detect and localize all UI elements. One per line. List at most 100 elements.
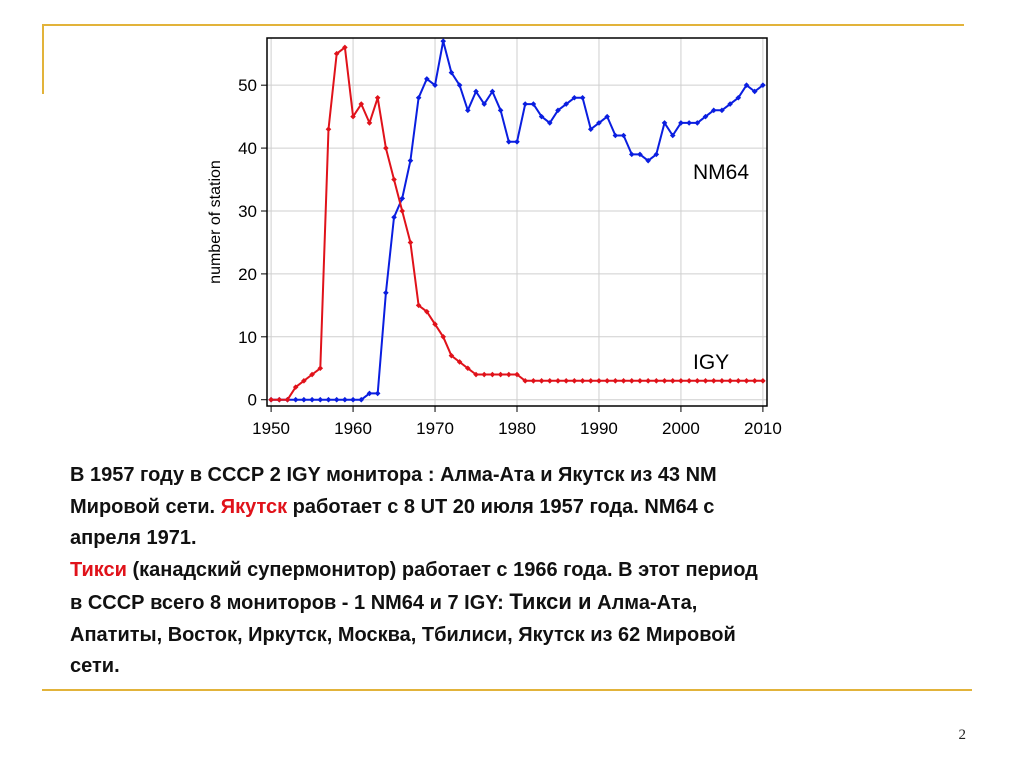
igy-point-1955 [309, 371, 315, 378]
igy-point-1958 [333, 50, 340, 57]
caption-line-4-end: (канадский супермонитор) работает с 1966… [126, 558, 758, 581]
nm64-point-1979 [506, 138, 512, 145]
igy-point-1977 [489, 371, 496, 378]
igy-point-1956 [317, 365, 324, 372]
nm64-point-1970 [432, 82, 438, 88]
x-tick-label-1980: 1980 [498, 419, 536, 438]
nm64-point-1968 [415, 94, 422, 101]
nm64-point-1992 [612, 132, 619, 139]
igy-point-1966 [399, 208, 406, 214]
igy-point-1957 [325, 126, 332, 133]
nm64-point-1984 [546, 120, 553, 126]
nm64-point-2004 [710, 107, 717, 114]
nm64-point-1956 [317, 396, 324, 403]
igy-point-1992 [612, 378, 619, 384]
nm64-point-1963 [374, 390, 381, 397]
igy-point-1981 [522, 378, 528, 384]
nm64-series [268, 38, 766, 403]
nm64-point-1986 [563, 101, 569, 107]
caption-line-4: Тикси (канадский супермонитор) работает … [70, 555, 970, 587]
nm64-point-1982 [530, 101, 537, 107]
nm64-point-1991 [604, 113, 610, 120]
igy-point-1978 [497, 371, 504, 378]
nm64-point-1994 [628, 151, 635, 158]
igy-point-1974 [465, 365, 471, 372]
nm64-point-1978 [497, 107, 504, 114]
left-accent-line [42, 24, 44, 94]
nm64-point-1953 [292, 396, 299, 403]
igy-point-2007 [735, 378, 742, 384]
nm64-point-1980 [514, 138, 520, 145]
nm64-point-1985 [555, 107, 561, 114]
igy-point-1986 [563, 378, 569, 384]
igy-point-2002 [694, 378, 701, 384]
nm64-point-1966 [399, 195, 406, 202]
nm64-point-2010 [760, 82, 766, 88]
nm64-point-1988 [579, 94, 586, 101]
igy-point-1985 [555, 378, 561, 384]
igy-point-2006 [727, 378, 733, 384]
nm64-point-1962 [366, 390, 373, 397]
nm64-point-2008 [743, 82, 750, 88]
igy-point-1993 [620, 378, 627, 384]
igy-point-1951 [276, 396, 283, 403]
nm64-point-1997 [653, 151, 660, 158]
station-count-chart: number of station 1950 1960 1970 1980 1990 20… [207, 37, 782, 438]
nm64-point-1976 [481, 101, 488, 107]
top-accent-line [42, 24, 964, 26]
tiksi-highlight: Тикси [70, 558, 127, 581]
caption-line-7: сети. [70, 655, 120, 677]
nm64-point-1995 [637, 151, 643, 158]
tiksi-and-text: Тикси и [509, 589, 592, 614]
igy-point-1989 [587, 378, 594, 384]
nm64-label: NM64 [693, 161, 749, 184]
igy-label: IGY [693, 351, 729, 374]
igy-point-1972 [448, 352, 455, 359]
y-tick-label-0: 0 [248, 391, 257, 410]
nm64-point-1955 [309, 396, 315, 403]
slide-caption: В 1957 году в СССР 2 IGY монитора : Алма… [70, 460, 970, 683]
nm64-point-2005 [719, 107, 725, 114]
igy-point-1970 [432, 321, 438, 328]
nm64-point-1990 [596, 120, 602, 126]
nm64-point-2000 [678, 120, 684, 126]
axis-ticks: 1950 1960 1970 1980 1990 2000 2010 0 10 20 30 40 50 [238, 76, 782, 438]
igy-point-1991 [604, 378, 610, 384]
nm64-point-1971 [440, 38, 447, 44]
y-tick-label-30: 30 [238, 202, 257, 221]
nm64-point-1954 [301, 396, 307, 403]
nm64-point-1975 [473, 88, 479, 95]
igy-point-2004 [710, 378, 717, 384]
igy-point-1987 [571, 378, 578, 384]
nm64-point-1983 [538, 113, 545, 120]
nm64-point-1961 [358, 396, 365, 403]
x-tick-label-1970: 1970 [416, 419, 454, 438]
nm64-point-1969 [424, 76, 430, 82]
igy-point-1999 [669, 378, 676, 384]
nm64-point-1998 [661, 120, 668, 126]
nm64-point-2006 [727, 101, 733, 107]
igy-point-1959 [342, 44, 348, 51]
caption-line-2-end: работает с 8 UT 20 июля 1957 года. NM64 … [287, 495, 715, 518]
caption-line-5-start: в СССР всего 8 мониторов - 1 NM64 и 7 IG… [70, 592, 510, 614]
nm64-point-1973 [456, 82, 463, 88]
igy-point-1996 [645, 378, 651, 384]
igy-point-1994 [628, 378, 635, 384]
caption-line-5-end: Алма-Ата, [591, 592, 698, 614]
igy-point-1998 [661, 378, 668, 384]
page-number: 2 [958, 727, 967, 743]
nm64-point-1959 [342, 396, 348, 403]
igy-point-1967 [407, 239, 414, 246]
caption-line-3: апреля 1971. [70, 527, 197, 549]
igy-point-1963 [374, 94, 381, 101]
nm64-point-2003 [702, 113, 709, 120]
igy-point-2001 [686, 378, 692, 384]
nm64-point-2007 [735, 94, 742, 101]
igy-series [268, 44, 766, 403]
caption-line-5: в СССР всего 8 мониторов - 1 NM64 и 7 IG… [70, 586, 970, 620]
igy-point-1950 [268, 396, 274, 403]
igy-point-1990 [596, 378, 602, 384]
bottom-accent-line [42, 689, 972, 691]
igy-point-1979 [506, 371, 512, 378]
nm64-point-1993 [620, 132, 627, 139]
